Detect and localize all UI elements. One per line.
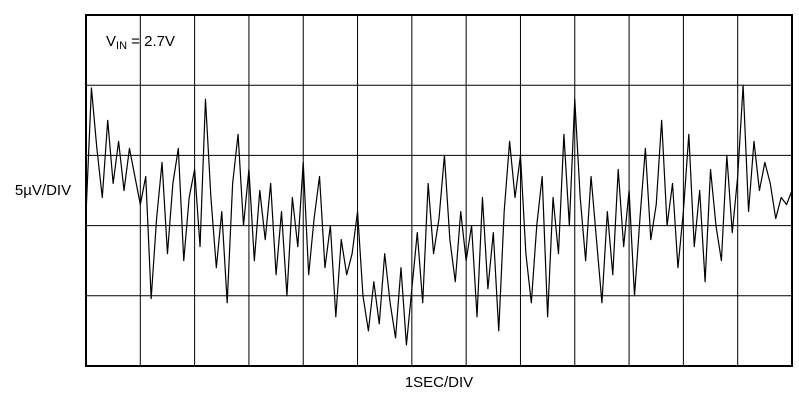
x-axis-label: 1SEC/DIV xyxy=(405,374,473,391)
annotation-sub: IN xyxy=(116,40,127,52)
y-axis-label: 5µV/DIV xyxy=(15,182,71,199)
plot-frame xyxy=(85,14,793,367)
annotation: VIN = 2.7V xyxy=(106,33,175,52)
annotation-main: V xyxy=(106,33,116,50)
trace xyxy=(85,84,793,346)
annotation-rest: = 2.7V xyxy=(127,33,175,50)
